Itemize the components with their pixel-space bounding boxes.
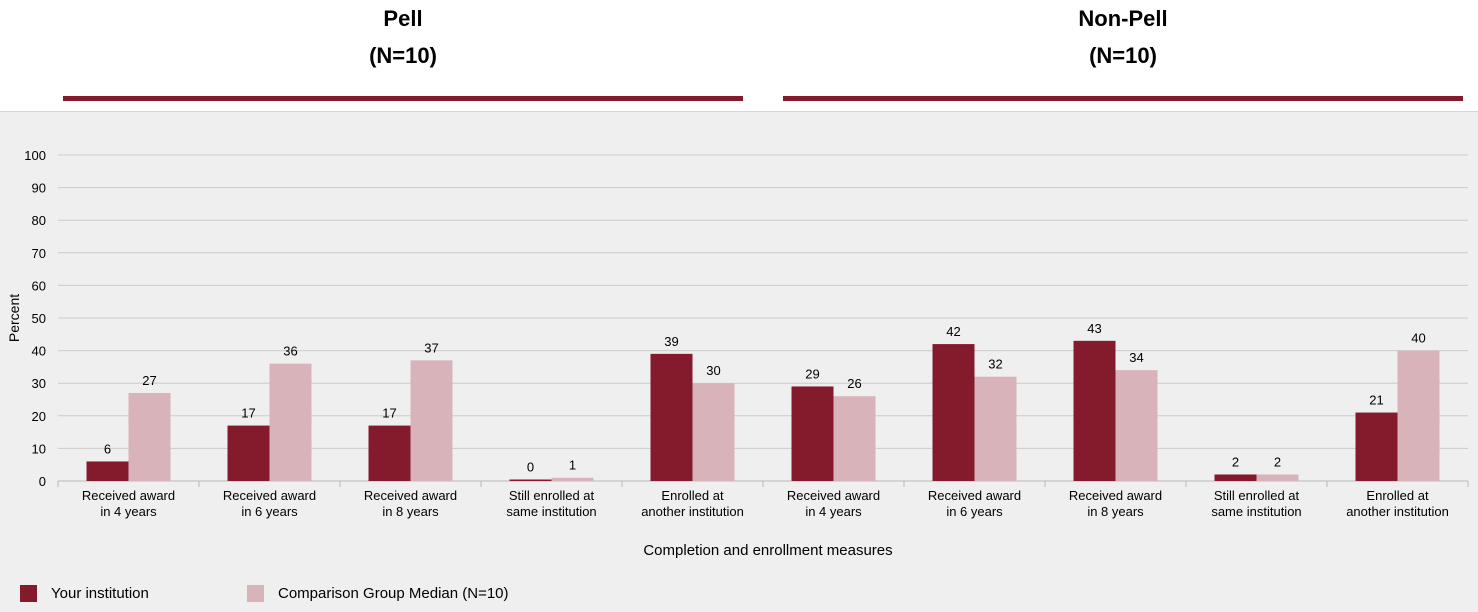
data-label-comparison: 40 — [1411, 331, 1425, 346]
y-tick-label: 70 — [32, 246, 46, 261]
bar-comparison — [1397, 350, 1440, 481]
x-category-label: Received award — [928, 488, 1021, 503]
pell-title: Pell — [383, 6, 423, 31]
pell-n: (N=10) — [369, 43, 437, 68]
data-label-comparison: 1 — [569, 458, 576, 473]
x-category-label: in 6 years — [241, 504, 298, 519]
nonpell-title: Non-Pell — [1078, 6, 1168, 31]
x-category-label: Received award — [1069, 488, 1162, 503]
y-tick-label: 100 — [24, 148, 46, 163]
data-label-comparison: 2 — [1274, 454, 1281, 469]
x-category-label: Still enrolled at — [509, 488, 595, 503]
pell-group-rule — [63, 96, 743, 101]
bar-comparison — [551, 477, 594, 481]
bar-institution — [368, 425, 411, 481]
x-category-label: same institution — [1211, 504, 1301, 519]
data-label-comparison: 32 — [988, 357, 1002, 372]
bar-comparison — [410, 360, 453, 481]
data-label-institution: 43 — [1087, 321, 1101, 336]
x-category-label: in 6 years — [946, 504, 1003, 519]
legend-swatch-institution — [20, 585, 37, 602]
y-tick-label: 30 — [32, 376, 46, 391]
y-tick-label: 80 — [32, 213, 46, 228]
y-tick-label: 60 — [32, 278, 46, 293]
legend-label-institution: Your institution — [51, 585, 149, 602]
data-label-institution: 21 — [1369, 393, 1383, 408]
legend-item-institution: Your institution — [20, 585, 149, 602]
legend-label-comparison: Comparison Group Median (N=10) — [278, 585, 509, 602]
y-tick-label: 10 — [32, 441, 46, 456]
nonpell-group-rule — [783, 96, 1463, 101]
bar-comparison — [833, 396, 876, 481]
x-category-label: in 4 years — [100, 504, 157, 519]
pell-group-header: Pell (N=10) — [63, 0, 743, 74]
x-category-label: Received award — [787, 488, 880, 503]
data-label-comparison: 30 — [706, 363, 720, 378]
x-category-label: same institution — [506, 504, 596, 519]
bar-comparison — [1115, 370, 1158, 481]
x-category-label: another institution — [1346, 504, 1449, 519]
x-category-label: Received award — [223, 488, 316, 503]
x-category-label: in 8 years — [382, 504, 439, 519]
data-label-institution: 17 — [241, 406, 255, 421]
data-label-comparison: 36 — [283, 344, 297, 359]
bar-institution — [1214, 474, 1257, 481]
data-label-institution: 29 — [805, 366, 819, 381]
bar-institution — [1355, 412, 1398, 481]
y-tick-label: 40 — [32, 344, 46, 359]
data-label-comparison: 37 — [424, 340, 438, 355]
y-tick-label: 50 — [32, 311, 46, 326]
data-label-institution: 17 — [382, 406, 396, 421]
legend-swatch-comparison — [247, 585, 264, 602]
bar-institution — [509, 479, 552, 481]
data-label-comparison: 27 — [142, 373, 156, 388]
y-tick-label: 90 — [32, 181, 46, 196]
nonpell-n: (N=10) — [1089, 43, 1157, 68]
bar-institution — [1073, 340, 1116, 481]
data-label-comparison: 34 — [1129, 350, 1143, 365]
x-category-label: Enrolled at — [661, 488, 724, 503]
y-tick-label: 0 — [39, 474, 46, 489]
bar-comparison — [128, 392, 171, 481]
x-category-label: in 8 years — [1087, 504, 1144, 519]
y-tick-label: 20 — [32, 409, 46, 424]
bar-institution — [650, 353, 693, 481]
data-label-institution: 39 — [664, 334, 678, 349]
bar-comparison — [974, 376, 1017, 481]
data-label-institution: 42 — [946, 324, 960, 339]
x-category-label: Still enrolled at — [1214, 488, 1300, 503]
nonpell-group-header: Non-Pell (N=10) — [783, 0, 1463, 74]
bar-comparison — [1256, 474, 1299, 481]
legend-item-comparison: Comparison Group Median (N=10) — [247, 585, 509, 602]
x-category-label: Enrolled at — [1366, 488, 1429, 503]
bar-institution — [86, 461, 129, 481]
data-label-institution: 0 — [527, 460, 534, 475]
bar-comparison — [692, 383, 735, 481]
x-axis-title: Completion and enrollment measures — [643, 542, 892, 559]
data-label-institution: 2 — [1232, 454, 1239, 469]
x-category-label: Received award — [364, 488, 457, 503]
x-category-label: Received award — [82, 488, 175, 503]
plot-area: 0 10 20 30 40 50 60 70 80 90 100 6 17 17 0 39 29 42 43 2 21 2… — [0, 111, 1478, 612]
bar-comparison — [269, 363, 312, 481]
x-category-label: in 4 years — [805, 504, 862, 519]
bar-institution — [791, 386, 834, 481]
data-label-institution: 6 — [104, 441, 111, 456]
x-category-label: another institution — [641, 504, 744, 519]
bar-institution — [227, 425, 270, 481]
bar-institution — [932, 344, 975, 481]
data-label-comparison: 26 — [847, 376, 861, 391]
y-axis-title: Percent — [6, 294, 22, 342]
